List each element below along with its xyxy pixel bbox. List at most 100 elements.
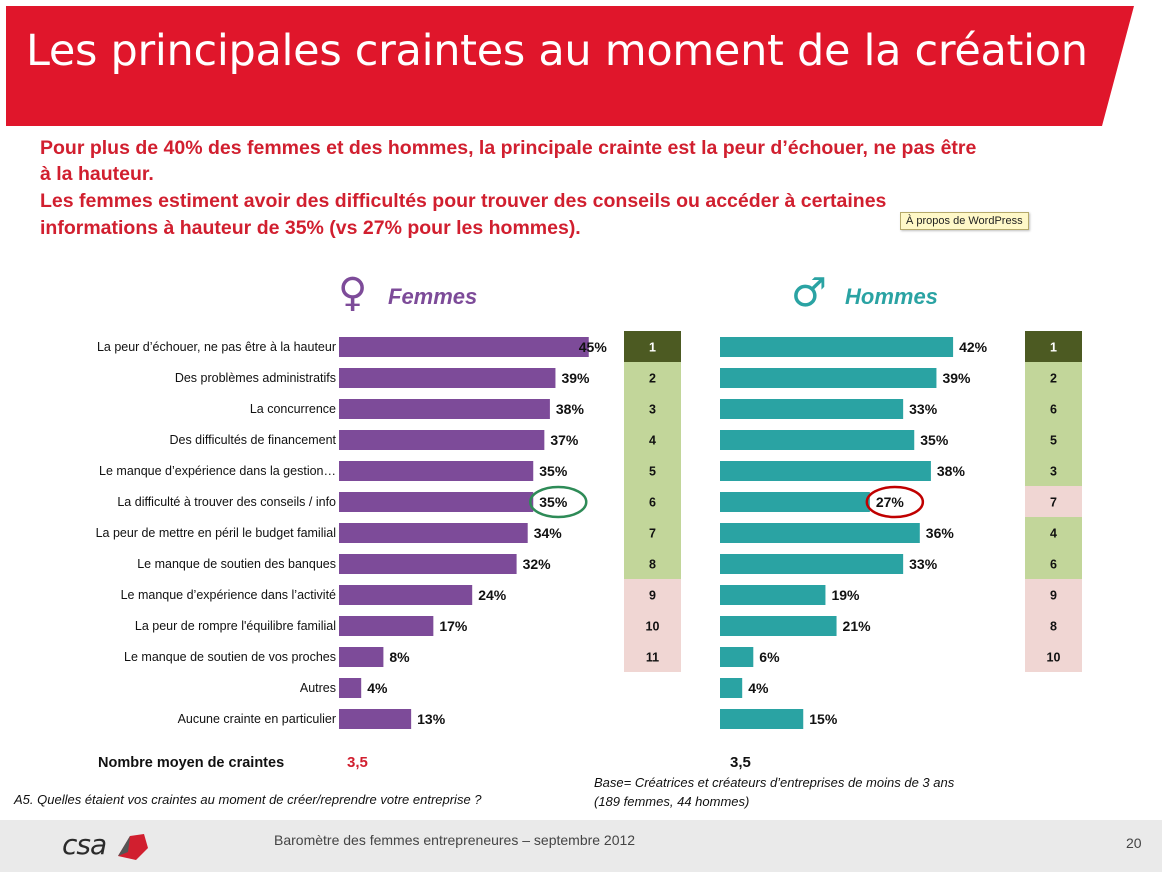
hommes-value-label: 33%	[909, 401, 938, 417]
femmes-bar	[339, 337, 589, 357]
hommes-rank-label: 6	[1050, 403, 1057, 417]
femmes-bar	[339, 585, 473, 605]
hommes-rank-cell	[1025, 517, 1082, 548]
footer-bar: csa Baromètre des femmes entrepreneures …	[0, 820, 1162, 872]
femmes-bar	[339, 523, 528, 543]
hommes-bar	[720, 399, 904, 419]
hommes-value-label: 19%	[831, 587, 860, 603]
wordpress-tooltip: À propos de WordPress	[900, 212, 1029, 230]
hommes-value-label: 36%	[926, 525, 955, 541]
femmes-rank-cell	[624, 610, 681, 641]
hommes-value-label: 6%	[759, 649, 780, 665]
category-label: La peur de mettre en péril le budget fam…	[96, 526, 336, 540]
femmes-rank-cell	[624, 517, 681, 548]
hommes-rank-cell	[1025, 641, 1082, 672]
femmes-rank-label: 11	[646, 651, 659, 665]
hommes-bar	[720, 678, 743, 698]
femmes-bar	[339, 647, 384, 667]
hommes-highlight-circle	[865, 485, 925, 519]
femmes-value-label: 35%	[539, 494, 568, 510]
femmes-rank-label: 6	[649, 496, 656, 510]
hommes-rank-label: 3	[1050, 465, 1057, 479]
femmes-series-title: Femmes	[388, 284, 477, 309]
femmes-value-label: 8%	[389, 649, 410, 665]
femmes-value-label: 35%	[539, 463, 568, 479]
femmes-bar	[339, 492, 534, 512]
femmes-value-label: 39%	[561, 370, 590, 386]
femmes-value-label: 32%	[523, 556, 552, 572]
femmes-value-label: 37%	[550, 432, 579, 448]
survey-question-note: A5. Quelles étaient vos craintes au mome…	[14, 792, 482, 807]
femmes-bar	[339, 554, 517, 574]
hommes-value-label: 15%	[809, 711, 838, 727]
femmes-bar	[339, 399, 550, 419]
hommes-rank-cell	[1025, 610, 1082, 641]
femmes-value-label: 4%	[367, 680, 388, 696]
femmes-rank-label: 8	[649, 558, 656, 572]
hommes-series-title: Hommes	[845, 284, 938, 309]
hommes-bar	[720, 554, 904, 574]
hommes-rank-cell	[1025, 331, 1082, 362]
femmes-value-label: 24%	[478, 587, 507, 603]
hommes-rank-cell	[1025, 579, 1082, 610]
femmes-rank-cell	[624, 362, 681, 393]
hommes-bar	[720, 492, 870, 512]
femmes-rank-label: 3	[649, 403, 656, 417]
hommes-rank-label: 9	[1050, 589, 1057, 603]
base-note-line-1: Base= Créatrices et créateurs d’entrepri…	[594, 775, 955, 790]
femmes-rank-label: 9	[649, 589, 656, 603]
category-label: Des difficultés de financement	[169, 433, 336, 447]
csa-logo-mark-icon	[118, 834, 148, 860]
page-title: Les principales craintes au moment de la…	[26, 26, 1088, 76]
femmes-rank-cell	[624, 641, 681, 672]
headline-line-1: Pour plus de 40% des femmes et des homme…	[40, 137, 977, 159]
femmes-rank-cell	[624, 455, 681, 486]
title-banner	[6, 6, 1134, 126]
femmes-value-label: 13%	[417, 711, 446, 727]
hommes-bar	[720, 585, 826, 605]
hommes-rank-label: 4	[1050, 527, 1057, 541]
hommes-bar	[720, 337, 954, 357]
hommes-rank-cell	[1025, 455, 1082, 486]
femmes-rank-label: 4	[649, 434, 656, 448]
category-label: Des problèmes administratifs	[175, 371, 336, 385]
category-label: Le manque de soutien des banques	[137, 557, 336, 571]
average-label: Nombre moyen de craintes	[98, 755, 284, 771]
hommes-rank-label: 1	[1050, 341, 1057, 355]
hommes-gender-symbol-icon: ♂	[791, 270, 827, 316]
category-label: Le manque de soutien de vos proches	[124, 650, 336, 664]
category-label: Le manque d’expérience dans l’activité	[121, 588, 336, 602]
femmes-rank-label: 7	[649, 527, 656, 541]
hommes-rank-cell	[1025, 424, 1082, 455]
femmes-value-label: 38%	[556, 401, 585, 417]
femmes-gender-symbol-icon: ♀	[338, 270, 367, 316]
hommes-bar	[720, 616, 837, 636]
category-label: Aucune crainte en particulier	[178, 712, 336, 726]
hommes-rank-label: 6	[1050, 558, 1057, 572]
femmes-rank-label: 10	[646, 620, 660, 634]
femmes-bar	[339, 678, 362, 698]
headline-line-4: informations à hauteur de 35% (vs 27% po…	[40, 217, 581, 239]
hommes-rank-cell	[1025, 362, 1082, 393]
hommes-rank-label: 8	[1050, 620, 1057, 634]
femmes-bar	[339, 368, 556, 388]
femmes-bar	[339, 430, 545, 450]
hommes-rank-cell	[1025, 393, 1082, 424]
page-number: 20	[1126, 835, 1142, 851]
hommes-bar	[720, 523, 920, 543]
femmes-value-label: 17%	[439, 618, 468, 634]
hommes-value-label: 27%	[876, 494, 905, 510]
hommes-bar	[720, 647, 754, 667]
femmes-rank-cell	[624, 486, 681, 517]
femmes-rank-label: 2	[649, 372, 656, 386]
hommes-value-label: 33%	[909, 556, 938, 572]
hommes-bar	[720, 709, 804, 729]
hommes-bar	[720, 368, 937, 388]
hommes-bar	[720, 461, 931, 481]
femmes-value-label: 34%	[534, 525, 563, 541]
hommes-value-label: 39%	[942, 370, 971, 386]
femmes-rank-cell	[624, 579, 681, 610]
footer-source: Baromètre des femmes entrepreneures – se…	[274, 832, 636, 848]
hommes-rank-label: 2	[1050, 372, 1057, 386]
femmes-rank-cell	[624, 393, 681, 424]
